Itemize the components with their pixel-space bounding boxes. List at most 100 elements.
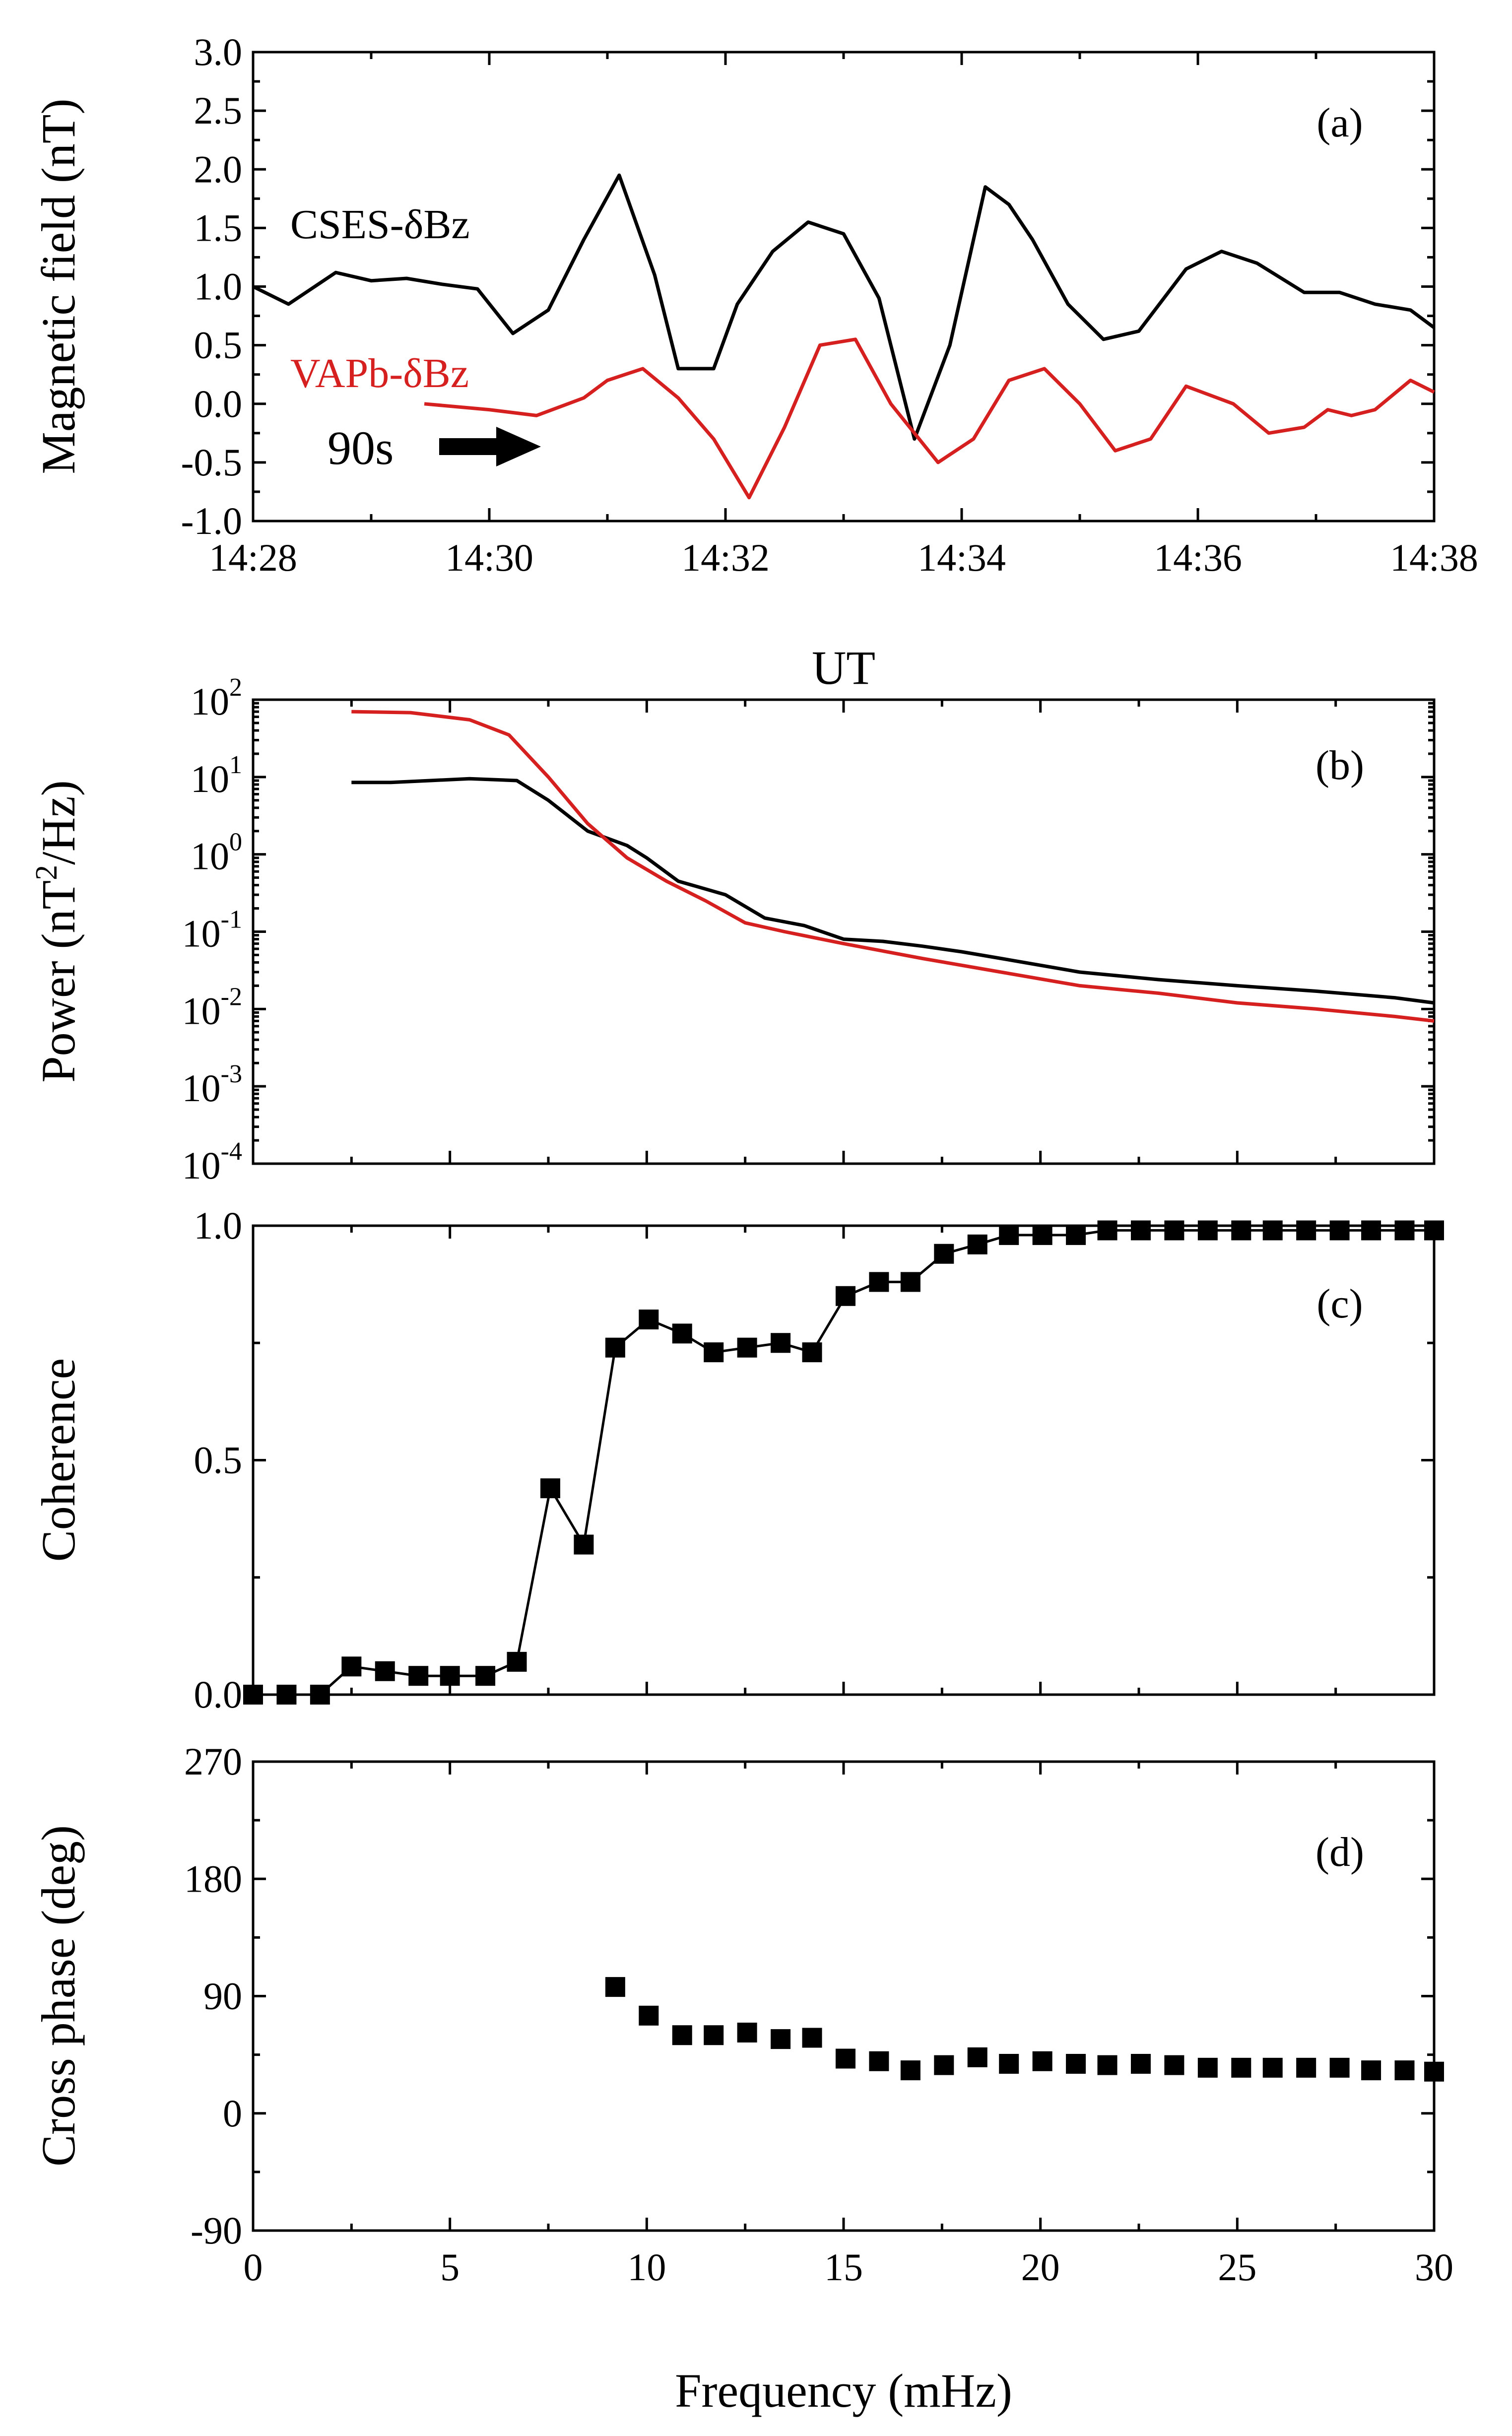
panel-a: -1.0 -0.5 0.0 0.5 1.0 1.5 2.0 2.5 3.0 14:28 14:30 1… — [32, 30, 1478, 579]
cross-phase-point — [835, 2048, 855, 2069]
panel-b-ytick-mantissa: 10 — [191, 757, 229, 800]
panel-b-ytick-exponent: 1 — [229, 751, 242, 779]
coherence-point — [440, 1666, 460, 1686]
panel-b-ytick-mantissa: 10 — [191, 835, 229, 878]
cross-phase-point — [934, 2055, 954, 2075]
panel-d-xtick-label: 20 — [1021, 2245, 1060, 2289]
coherence-point — [540, 1478, 560, 1499]
coherence-point — [639, 1310, 659, 1329]
coherence-point — [475, 1666, 496, 1686]
coherence-point — [1032, 1225, 1052, 1245]
panel-d-ytick-label: 270 — [184, 1740, 242, 1783]
panel-d-ytick-label: 180 — [184, 1857, 242, 1900]
coherence-point — [999, 1225, 1019, 1245]
panel-b-ylabel-sup: 2 — [30, 865, 64, 880]
panel-b-title: UT — [812, 641, 875, 694]
panel-b-ytick-label: 10-2 — [182, 983, 242, 1032]
panel-d-xtick-label: 30 — [1415, 2245, 1453, 2289]
panel-d-xtick-label: 15 — [824, 2245, 863, 2289]
panel-c-ylabel: Coherence — [32, 1358, 85, 1562]
panel-c-label: (c) — [1316, 1281, 1363, 1327]
panel-a-ytick-label: -1.0 — [181, 499, 242, 542]
panel-a-ytick-label: 1.5 — [194, 206, 243, 249]
panel-b-ytick-mantissa: 10 — [182, 912, 221, 955]
cross-phase-point — [1262, 2057, 1283, 2078]
panel-a-xtick-label: 14:28 — [209, 536, 297, 579]
cross-phase-point — [869, 2051, 889, 2071]
cross-phase-point — [771, 2029, 791, 2049]
panel-b-ytick-exponent: -3 — [221, 1060, 242, 1088]
coherence-point — [1097, 1220, 1118, 1241]
panel-a-ytick-label: 2.0 — [194, 147, 243, 191]
cross-phase-point — [1231, 2057, 1251, 2078]
coherence-point — [1231, 1220, 1251, 1241]
panel-b-ylabel: Power (nT2/Hz) — [30, 780, 85, 1082]
panel-a-ylabel: Magnetic field (nT) — [32, 98, 85, 474]
coherence-point — [1262, 1220, 1283, 1241]
panel-b-ytick-mantissa: 10 — [191, 680, 229, 723]
legend-vapb: VAPb-δBz — [290, 350, 469, 396]
panel-a-xtick-label: 14:38 — [1390, 536, 1478, 579]
coherence-point — [574, 1534, 594, 1555]
coherence-point — [672, 1323, 692, 1344]
panel-a-ytick-label: 1.0 — [194, 265, 243, 308]
cross-phase-point — [1164, 2055, 1184, 2075]
coherence-point — [276, 1685, 297, 1705]
cross-phase-point — [1066, 2054, 1086, 2074]
cross-phase-point — [802, 2028, 822, 2048]
panel-d-ytick-label: 0 — [223, 2092, 242, 2135]
panel-b-ytick-exponent: -4 — [221, 1137, 242, 1166]
panel-b-ytick-mantissa: 10 — [182, 989, 221, 1032]
coherence-point — [408, 1666, 429, 1686]
coherence-point — [737, 1337, 757, 1358]
panel-d-xtick-label: 0 — [244, 2245, 263, 2289]
panel-d-frame — [252, 1760, 1436, 2232]
panel-b-ytick-label: 101 — [191, 751, 242, 800]
cross-phase-point — [1032, 2051, 1052, 2071]
panel-c-ytick-label: 0.0 — [194, 1673, 243, 1716]
panel-b-ytick-exponent: 2 — [229, 673, 242, 702]
cross-phase-point — [672, 2025, 692, 2045]
panel-d-ylabel: Cross phase (deg) — [32, 1825, 85, 2167]
panel-c-ytick-label: 0.5 — [194, 1439, 243, 1482]
panel-a-xtick-label: 14:32 — [681, 536, 770, 579]
power-line-cses — [351, 777, 1435, 1005]
coherence-point — [1197, 1220, 1218, 1241]
panel-b-ylabel-main: Power (nT — [32, 880, 85, 1083]
coherence-point — [605, 1337, 625, 1358]
cross-phase-point — [1296, 2057, 1316, 2078]
cross-phase-point — [900, 2060, 920, 2081]
coherence-point — [704, 1342, 724, 1363]
panel-d-ytick-label: 90 — [203, 1975, 242, 2018]
panel-a-ytick-label: 0.5 — [194, 324, 243, 367]
coherence-point — [1394, 1220, 1415, 1241]
coherence-point — [310, 1685, 330, 1705]
coherence-point — [1361, 1220, 1381, 1241]
panel-d-lines — [605, 1977, 1444, 2082]
panel-d-ytick-label: -90 — [191, 2209, 242, 2252]
cross-phase-point — [1197, 2057, 1218, 2078]
legend-cses: CSES-δBz — [290, 201, 470, 248]
cross-phase-point — [1097, 2055, 1118, 2075]
panel-d-xtick-label: 5 — [440, 2245, 460, 2289]
coherence-point — [934, 1244, 954, 1264]
cross-phase-point — [639, 2005, 659, 2026]
panel-c-lines — [243, 1220, 1444, 1705]
coherence-point — [900, 1272, 920, 1292]
coherence-point — [1296, 1220, 1316, 1241]
panel-b-ytick-exponent: -2 — [221, 983, 242, 1011]
panel-c: 0.0 0.5 1.0 Coherence (c) — [32, 1204, 1444, 1716]
cross-phase-point — [1130, 2054, 1151, 2074]
panel-b-ytick-label: 10-1 — [182, 906, 242, 955]
panel-b-lines — [351, 710, 1435, 1023]
cross-phase-point — [999, 2054, 1019, 2074]
coherence-point — [835, 1286, 855, 1306]
cross-phase-point — [737, 2023, 757, 2042]
panel-a-lines — [252, 173, 1436, 500]
coherence-point — [507, 1651, 527, 1672]
